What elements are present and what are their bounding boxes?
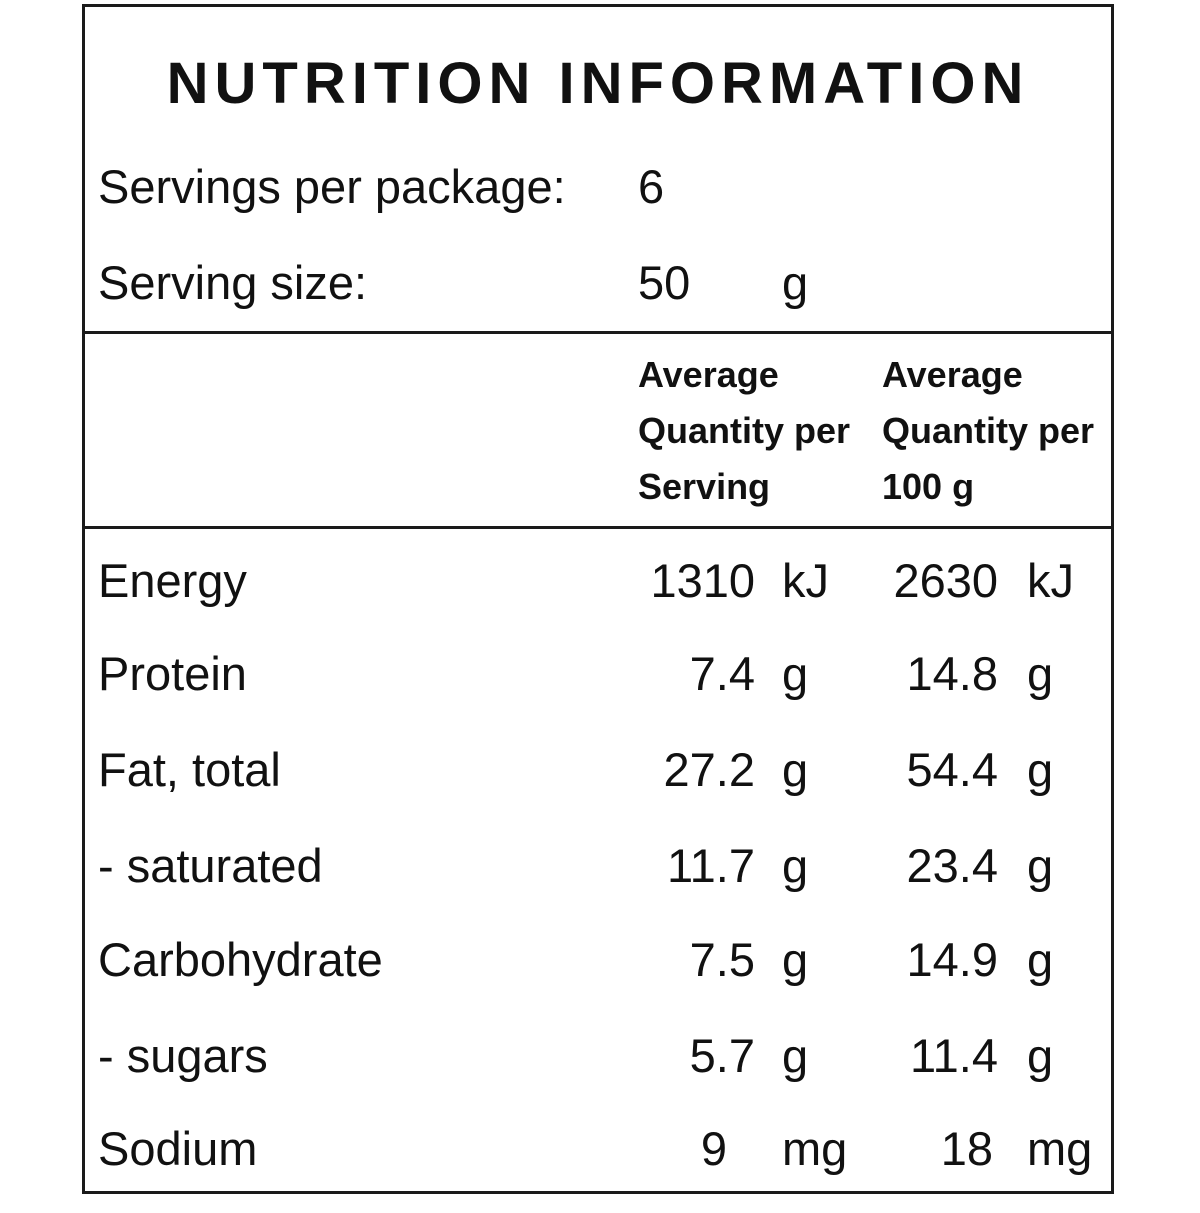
per-100g-value: 54.4 bbox=[906, 743, 998, 796]
column-header-line: Serving bbox=[638, 466, 771, 507]
per-serving-value: 5.7 bbox=[689, 1029, 755, 1082]
nutrient-row-sodium: Sodium 9 mg 18 mg bbox=[85, 1121, 1111, 1213]
servings-per-package-value: 6 bbox=[638, 160, 665, 213]
serving-size-value: 50 bbox=[638, 256, 691, 309]
per-serving-value: 11.7 bbox=[667, 839, 755, 892]
column-header-per-serving: Average Quantity per Serving bbox=[638, 347, 850, 515]
per-100g-unit: g bbox=[1027, 1029, 1054, 1082]
panel-title: NUTRITION INFORMATION bbox=[166, 51, 1030, 116]
per-serving-unit: g bbox=[782, 839, 809, 892]
serving-size-unit: g bbox=[782, 256, 809, 309]
column-header-line: Quantity per bbox=[638, 410, 851, 451]
column-header-line: Average bbox=[882, 354, 1023, 395]
table-divider bbox=[85, 526, 1111, 529]
per-100g-unit: g bbox=[1027, 743, 1054, 796]
per-serving-unit: g bbox=[782, 647, 809, 700]
per-serving-value: 7.5 bbox=[689, 933, 755, 986]
header-divider bbox=[85, 331, 1111, 334]
per-serving-unit: kJ bbox=[782, 554, 829, 607]
per-100g-value: 11.4 bbox=[910, 1029, 998, 1082]
per-100g-unit: kJ bbox=[1027, 554, 1074, 607]
per-100g-unit: g bbox=[1027, 647, 1054, 700]
per-serving-value: 27.2 bbox=[663, 743, 755, 796]
column-header-line: Quantity per bbox=[882, 410, 1095, 451]
nutrient-row-energy: Energy 1310 kJ 2630 kJ bbox=[85, 553, 1111, 645]
nutrient-row-saturated: - saturated 11.7 g 23.4 g bbox=[85, 838, 1111, 930]
column-header-line: Average bbox=[638, 354, 779, 395]
per-100g-value: 2630 bbox=[893, 554, 998, 607]
nutrient-row-fat-total: Fat, total 27.2 g 54.4 g bbox=[85, 742, 1111, 834]
per-serving-unit: g bbox=[782, 743, 809, 796]
per-100g-value: 14.8 bbox=[906, 647, 998, 700]
nutrient-row-protein: Protein 7.4 g 14.8 g bbox=[85, 646, 1111, 738]
per-serving-unit: g bbox=[782, 933, 809, 986]
nutrient-name: Sodium bbox=[98, 1122, 258, 1175]
servings-per-package-label: Servings per package: bbox=[98, 160, 566, 213]
nutrition-panel: NUTRITION INFORMATION Servings per packa… bbox=[82, 4, 1114, 1194]
per-100g-value: 18 bbox=[940, 1122, 993, 1175]
per-100g-unit: g bbox=[1027, 839, 1054, 892]
nutrient-name: Fat, total bbox=[98, 743, 281, 796]
nutrient-row-sugars: - sugars 5.7 g 11.4 g bbox=[85, 1028, 1111, 1120]
serving-size-label: Serving size: bbox=[98, 256, 368, 309]
per-100g-unit: g bbox=[1027, 933, 1054, 986]
per-serving-value: 9 bbox=[700, 1122, 727, 1175]
per-100g-value: 14.9 bbox=[906, 933, 998, 986]
per-100g-value: 23.4 bbox=[906, 839, 998, 892]
nutrient-name: - saturated bbox=[98, 839, 323, 892]
nutrient-row-carbohydrate: Carbohydrate 7.5 g 14.9 g bbox=[85, 932, 1111, 1024]
nutrient-name: Carbohydrate bbox=[98, 933, 383, 986]
per-serving-value: 1310 bbox=[650, 554, 755, 607]
column-header-line: 100 g bbox=[882, 466, 975, 507]
column-header-per-100g: Average Quantity per 100 g bbox=[882, 347, 1094, 515]
nutrient-name: Energy bbox=[98, 554, 247, 607]
per-serving-value: 7.4 bbox=[689, 647, 755, 700]
nutrient-name: - sugars bbox=[98, 1029, 268, 1082]
per-serving-unit: g bbox=[782, 1029, 809, 1082]
per-100g-unit: mg bbox=[1027, 1122, 1093, 1175]
per-serving-unit: mg bbox=[782, 1122, 848, 1175]
nutrient-name: Protein bbox=[98, 647, 247, 700]
